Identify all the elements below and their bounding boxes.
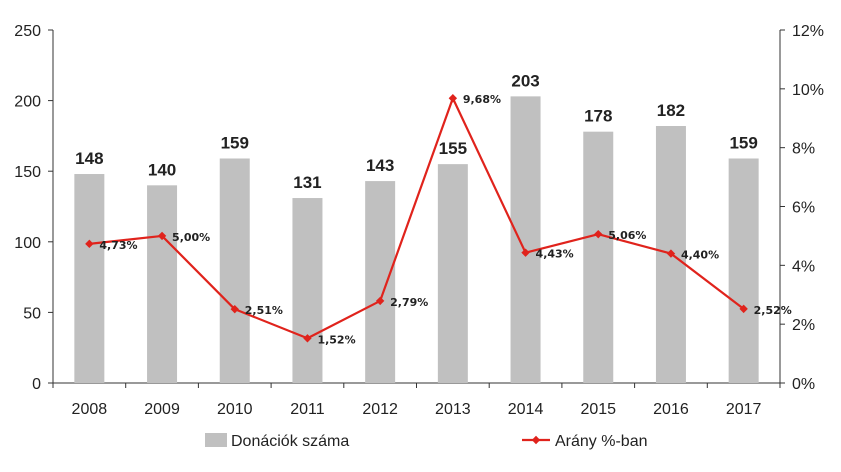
- bar-donaciok: [365, 181, 396, 383]
- line-marker: [85, 239, 94, 249]
- line-value-label: 1,52%: [317, 333, 355, 346]
- bar-value-label: 143: [366, 156, 394, 175]
- legend-bar-swatch: [205, 433, 227, 447]
- left-tick-label: 100: [14, 235, 41, 252]
- bar-donaciok: [437, 164, 468, 383]
- line-value-label: 2,52%: [754, 304, 792, 317]
- bar-donaciok: [147, 185, 178, 383]
- bar-value-label: 131: [293, 173, 321, 192]
- line-marker: [739, 304, 748, 314]
- line-value-label: 5,06%: [608, 229, 646, 242]
- right-tick-label: 10%: [792, 82, 824, 99]
- line-marker: [521, 248, 530, 257]
- x-tick-label: 2012: [362, 401, 398, 418]
- bar-value-label: 148: [75, 149, 103, 168]
- bar-value-label: 155: [439, 139, 467, 158]
- bar-donaciok: [292, 198, 323, 383]
- line-marker: [594, 229, 603, 239]
- left-tick-label: 0: [32, 376, 41, 393]
- right-tick-label: 12%: [792, 23, 824, 40]
- legend-label-arany: Arány %-ban: [555, 433, 648, 450]
- bar-value-label: 140: [148, 160, 176, 179]
- line-marker: [448, 94, 458, 103]
- line-value-label: 2,79%: [390, 296, 428, 309]
- left-tick-label: 250: [14, 23, 41, 40]
- line-value-label: 4,40%: [681, 249, 719, 262]
- bar-value-label: 182: [657, 101, 685, 120]
- line-marker: [375, 296, 385, 306]
- bar-value-label: 203: [511, 71, 539, 90]
- x-tick-label: 2015: [580, 401, 616, 418]
- line-marker: [666, 249, 676, 258]
- line-value-label: 2,51%: [245, 304, 283, 317]
- x-tick-label: 2013: [435, 401, 471, 418]
- x-tick-label: 2009: [144, 401, 180, 418]
- line-value-label: 9,68%: [463, 93, 501, 106]
- line-marker: [230, 304, 239, 314]
- left-tick-label: 200: [14, 94, 41, 111]
- line-value-label: 4,73%: [99, 239, 137, 252]
- right-tick-label: 0%: [792, 376, 815, 393]
- bar-donaciok: [74, 174, 105, 383]
- bar-value-label: 159: [221, 133, 249, 152]
- line-value-label: 4,43%: [536, 248, 574, 261]
- right-tick-label: 2%: [792, 317, 815, 334]
- right-tick-label: 8%: [792, 141, 815, 158]
- bar-value-label: 159: [729, 133, 757, 152]
- bar-value-label: 178: [584, 107, 612, 126]
- x-tick-label: 2011: [290, 401, 325, 418]
- x-tick-label: 2010: [217, 401, 253, 418]
- legend-label-donaciok: Donációk száma: [231, 433, 349, 450]
- left-tick-label: 50: [23, 305, 41, 322]
- legend-line-marker: [531, 435, 541, 445]
- x-tick-label: 2008: [72, 401, 108, 418]
- right-tick-label: 4%: [792, 258, 815, 275]
- line-arany: [89, 97, 745, 340]
- bar-donaciok: [219, 158, 250, 383]
- x-tick-label: 2017: [726, 401, 762, 418]
- x-tick-label: 2016: [653, 401, 689, 418]
- line-value-label: 5,00%: [172, 231, 210, 244]
- bar-donaciok: [728, 158, 759, 383]
- line-marker: [157, 231, 167, 241]
- x-tick-label: 2014: [508, 401, 544, 418]
- bar-donaciok: [583, 131, 614, 383]
- left-tick-label: 150: [14, 164, 41, 181]
- right-tick-label: 6%: [792, 200, 815, 217]
- line-marker: [303, 334, 312, 343]
- bar-donaciok: [510, 96, 541, 383]
